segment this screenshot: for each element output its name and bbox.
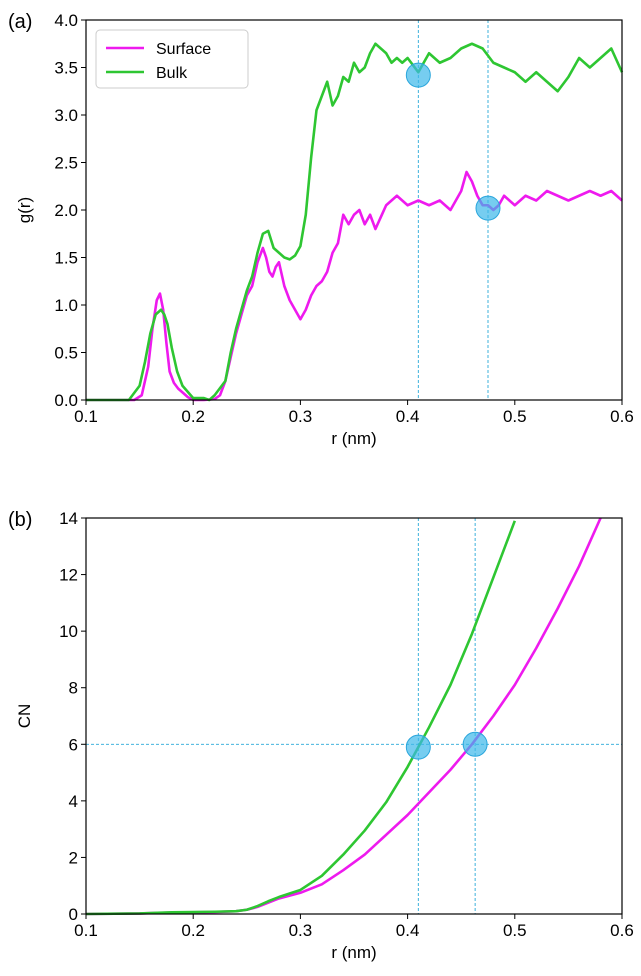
x-tick-label: 0.4 — [396, 921, 420, 940]
legend-box — [95, 29, 249, 89]
y-tick-label: 6 — [69, 735, 78, 754]
legend: Surface Bulk — [95, 29, 249, 89]
y-tick-label: 0.0 — [54, 391, 78, 410]
y-tick-label: 12 — [59, 566, 78, 585]
x-tick-label: 0.3 — [289, 921, 313, 940]
highlight-marker-0 — [405, 734, 431, 760]
x-tick-label: 0.2 — [181, 407, 205, 426]
x-tick-label: 0.6 — [610, 921, 634, 940]
y-tick-label: 4.0 — [54, 11, 78, 30]
y-tick-label: 8 — [69, 679, 78, 698]
x-tick-label: 0.5 — [503, 921, 527, 940]
series-line-bulk — [85, 520, 517, 916]
x-tick-label: 0.5 — [503, 407, 527, 426]
x-axis-label: r (nm) — [331, 943, 376, 962]
x-axis-label: r (nm) — [331, 429, 376, 448]
y-tick-label: 1.5 — [54, 249, 78, 268]
y-tick-label: 3.5 — [54, 59, 78, 78]
legend-label-surface: Surface — [156, 41, 211, 58]
highlight-marker-0 — [405, 62, 431, 88]
y-tick-label: 14 — [59, 509, 78, 528]
legend-label-bulk: Bulk — [156, 65, 188, 82]
y-tick-label: 2.5 — [54, 154, 78, 173]
y-tick-label: 3.0 — [54, 106, 78, 125]
y-tick-label: 2.0 — [54, 201, 78, 220]
plot-frame — [85, 517, 623, 915]
chart-panel-b: 0.1 0.2 0.3 0.4 0.5 0.6 0 2 4 6 8 10 12 14 r (nm) CN (b) — [8, 509, 634, 962]
x-tick-label: 0.3 — [289, 407, 313, 426]
y-tick-label: 1.0 — [54, 296, 78, 315]
y-tick-label: 0 — [69, 905, 78, 924]
x-tick-label: 0.6 — [610, 407, 634, 426]
y-tick-label: 0.5 — [54, 344, 78, 363]
x-tick-label: 0.1 — [74, 921, 98, 940]
x-tick-label: 0.2 — [181, 921, 205, 940]
panel-label: (b) — [8, 509, 32, 531]
y-tick-label: 2 — [69, 848, 78, 867]
x-tick-label: 0.4 — [396, 407, 420, 426]
highlight-marker-1 — [475, 195, 501, 221]
y-tick-label: 10 — [59, 622, 78, 641]
panel-label: (a) — [8, 11, 32, 33]
x-tick-label: 0.1 — [74, 407, 98, 426]
highlight-marker-1 — [462, 731, 488, 757]
series-line-surface — [86, 170, 623, 402]
y-axis-label: CN — [15, 704, 34, 729]
y-axis-label: g(r) — [15, 197, 34, 223]
y-tick-label: 4 — [69, 792, 78, 811]
chart-panel-a: 0.1 0.2 0.3 0.4 0.5 0.6 0.0 0.5 1.0 1.5 2.0 2.5 3.0 3… — [8, 11, 634, 448]
series-line-bulk — [86, 42, 624, 402]
